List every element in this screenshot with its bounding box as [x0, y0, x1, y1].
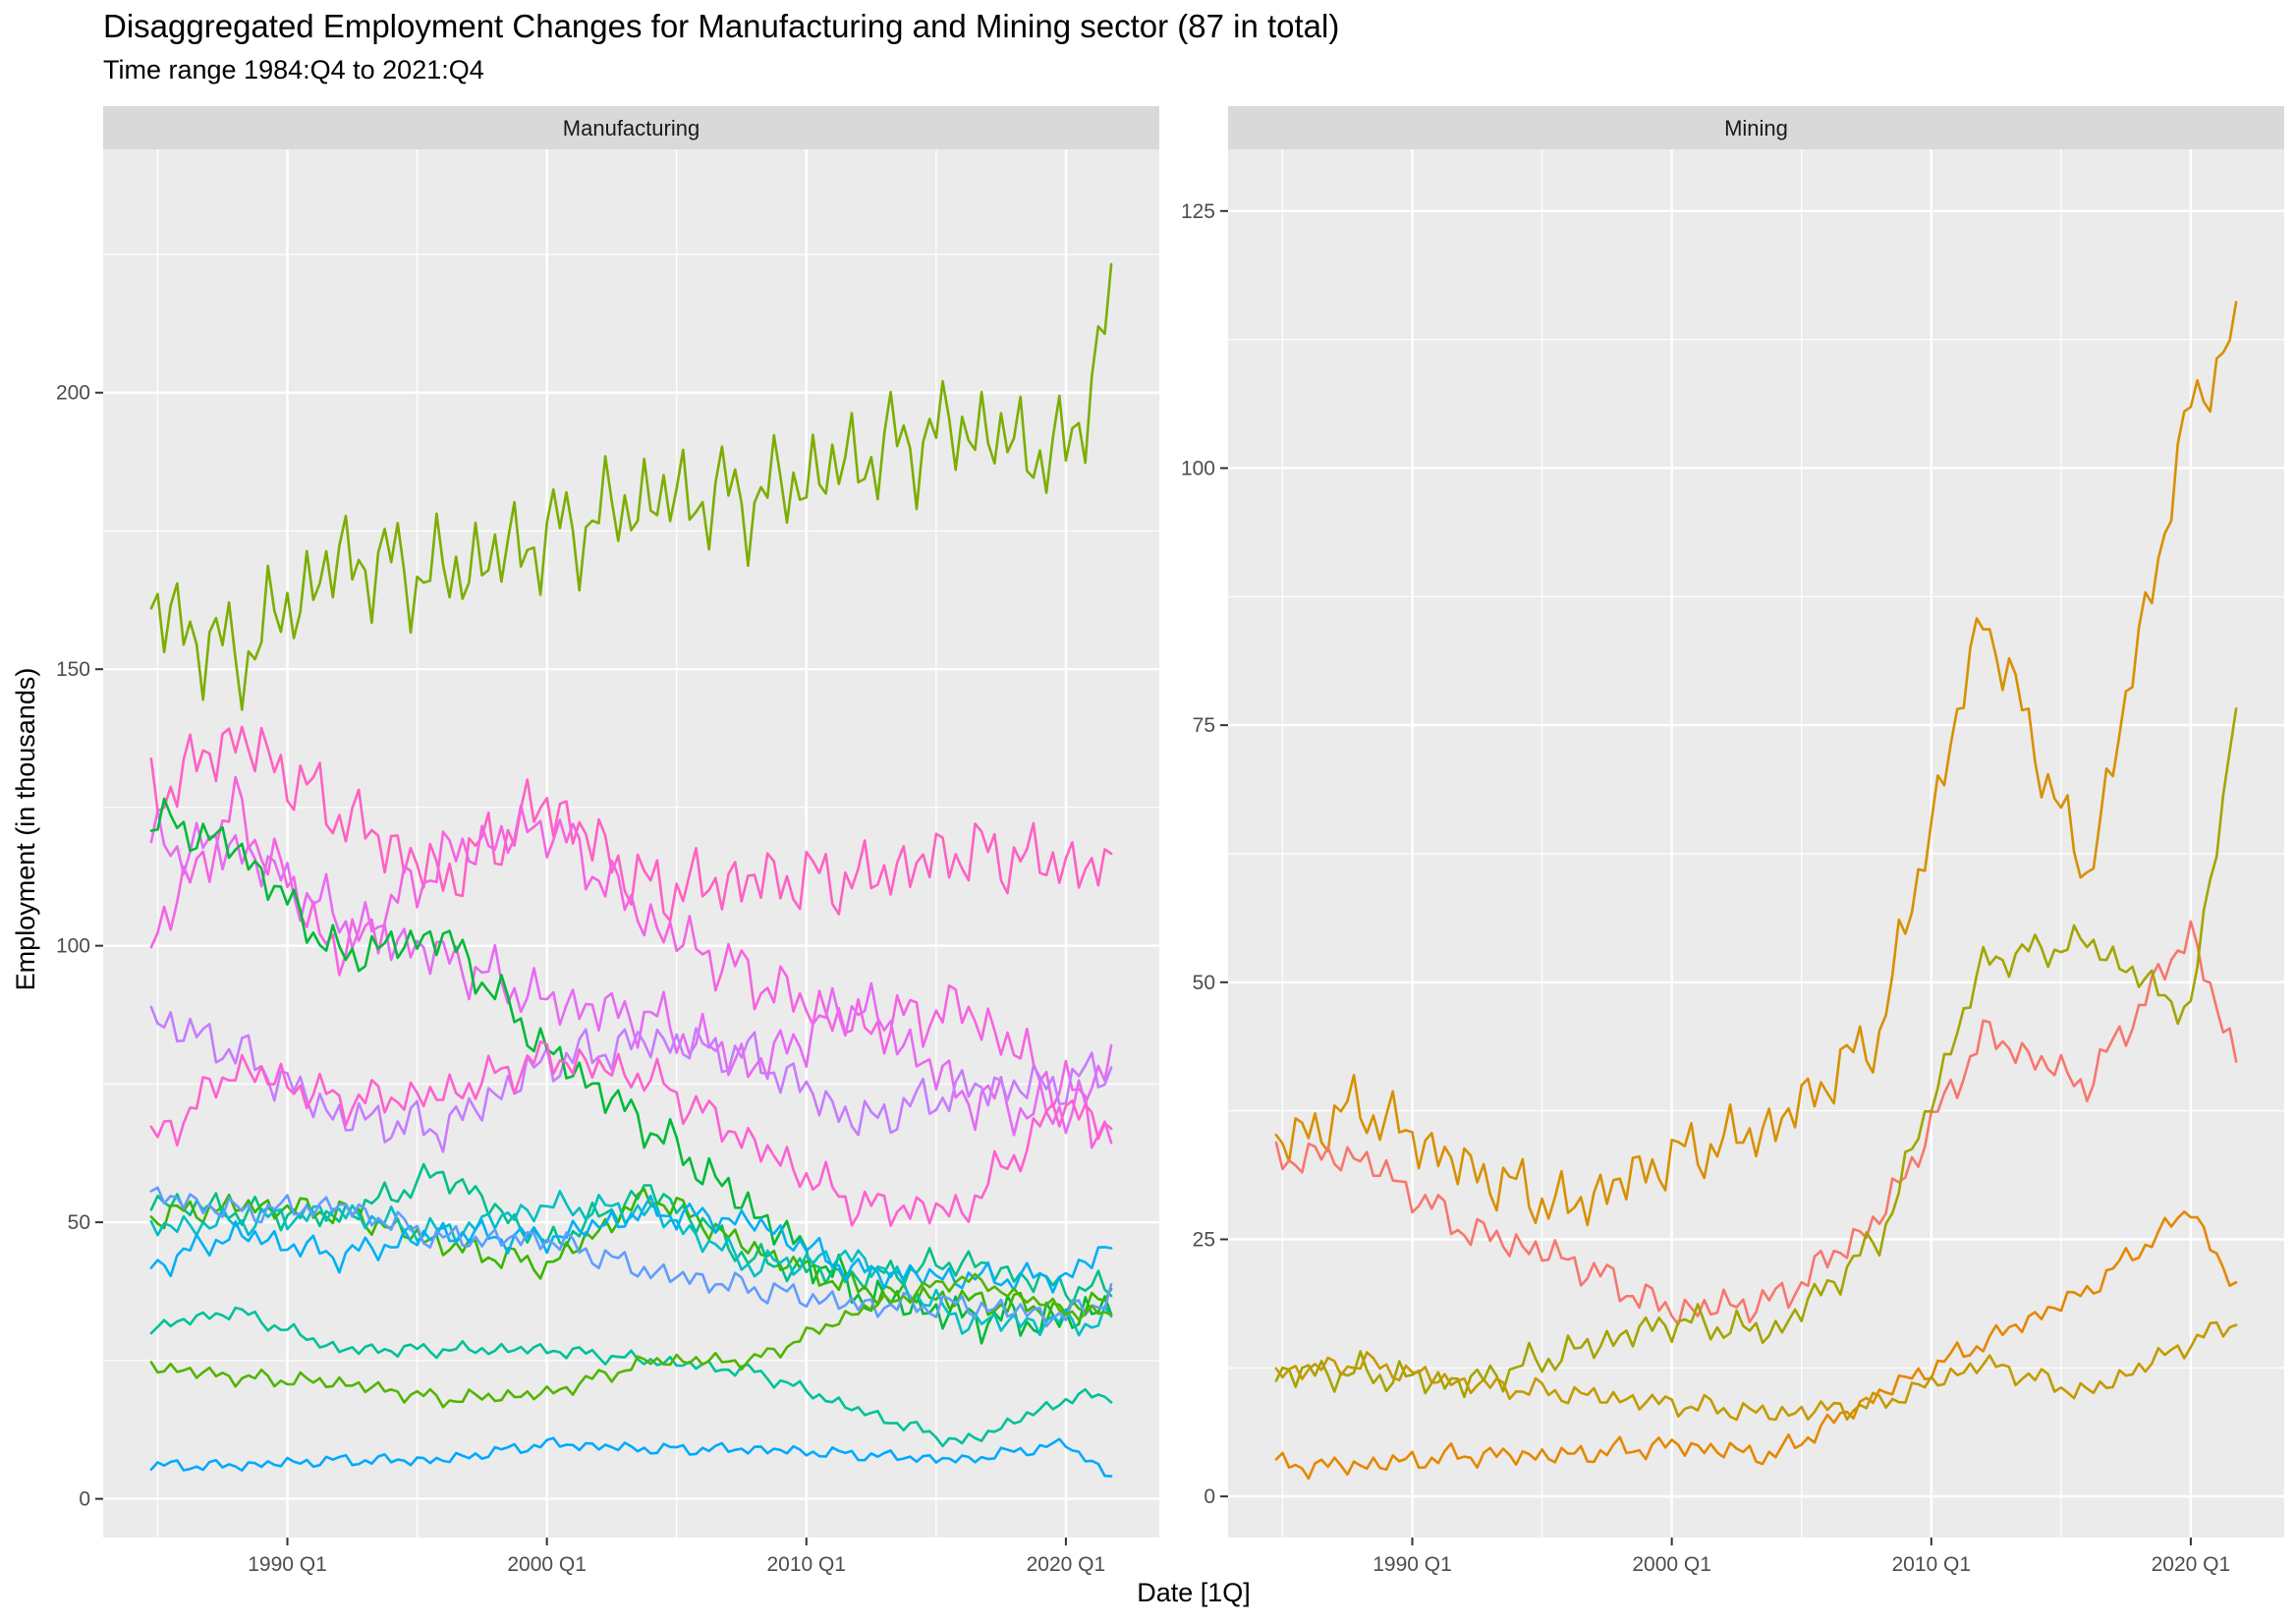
manufacturing-y-tick-label: 100	[56, 935, 90, 958]
mining-y-tick-label: 100	[1181, 457, 1215, 479]
manufacturing-series-line	[149, 810, 1113, 1137]
mining-x-tick-label: 1990 Q1	[1372, 1553, 1452, 1576]
chart-title: Disaggregated Employment Changes for Man…	[103, 8, 1340, 44]
mining-x-tick-label: 2000 Q1	[1632, 1553, 1711, 1576]
mining-y-tick-label: 0	[1204, 1485, 1215, 1508]
manufacturing-x-tick-label: 1990 Q1	[248, 1553, 327, 1576]
manufacturing-series-line	[149, 1272, 1113, 1409]
manufacturing-series-line	[149, 1005, 1113, 1153]
mining-x-tick-label: 2020 Q1	[2152, 1553, 2231, 1576]
manufacturing-series-line	[149, 775, 1113, 1149]
manufacturing-strip-label: Manufacturing	[563, 116, 700, 140]
manufacturing-x-tick-label: 2000 Q1	[507, 1553, 587, 1576]
manufacturing-series-line	[149, 725, 1113, 923]
manufacturing-series-line	[149, 1040, 1113, 1227]
mining-series-line	[1274, 1210, 2238, 1481]
manufacturing-y-tick-label: 0	[79, 1488, 90, 1511]
manufacturing-series-line	[149, 1186, 1113, 1328]
mining-x-tick-label: 2010 Q1	[1891, 1553, 1971, 1576]
mining-series-line	[1274, 707, 2238, 1399]
mining-strip-label: Mining	[1724, 116, 1788, 140]
mining-y-tick-label: 125	[1181, 200, 1215, 223]
manufacturing-series-line	[149, 1195, 1113, 1294]
manufacturing-x-tick-label: 2020 Q1	[1027, 1553, 1106, 1576]
manufacturing-series-line	[149, 262, 1113, 711]
mining-strip	[1228, 106, 2284, 149]
mining-y-tick-label: 50	[1193, 972, 1215, 994]
mining-series-line	[1274, 1320, 2238, 1422]
manufacturing-y-tick-label: 50	[68, 1211, 90, 1234]
mining-series-line	[1274, 301, 2238, 1227]
mining-y-tick-label: 25	[1193, 1228, 1215, 1251]
mining-series-line	[1274, 920, 2238, 1326]
manufacturing-x-tick-label: 2010 Q1	[766, 1553, 846, 1576]
manufacturing-y-tick-label: 150	[56, 658, 90, 681]
x-axis-title: Date [1Q]	[1137, 1578, 1251, 1607]
y-axis-title: Employment (in thousands)	[11, 668, 40, 991]
manufacturing-y-tick-label: 200	[56, 382, 90, 405]
mining-panel-background	[1228, 149, 2284, 1538]
mining-y-tick-label: 75	[1193, 714, 1215, 737]
manufacturing-strip	[103, 106, 1159, 149]
manufacturing-series-line	[149, 1306, 1113, 1448]
manufacturing-series-line	[149, 1436, 1113, 1478]
chart-subtitle: Time range 1984:Q4 to 2021:Q4	[103, 55, 484, 84]
